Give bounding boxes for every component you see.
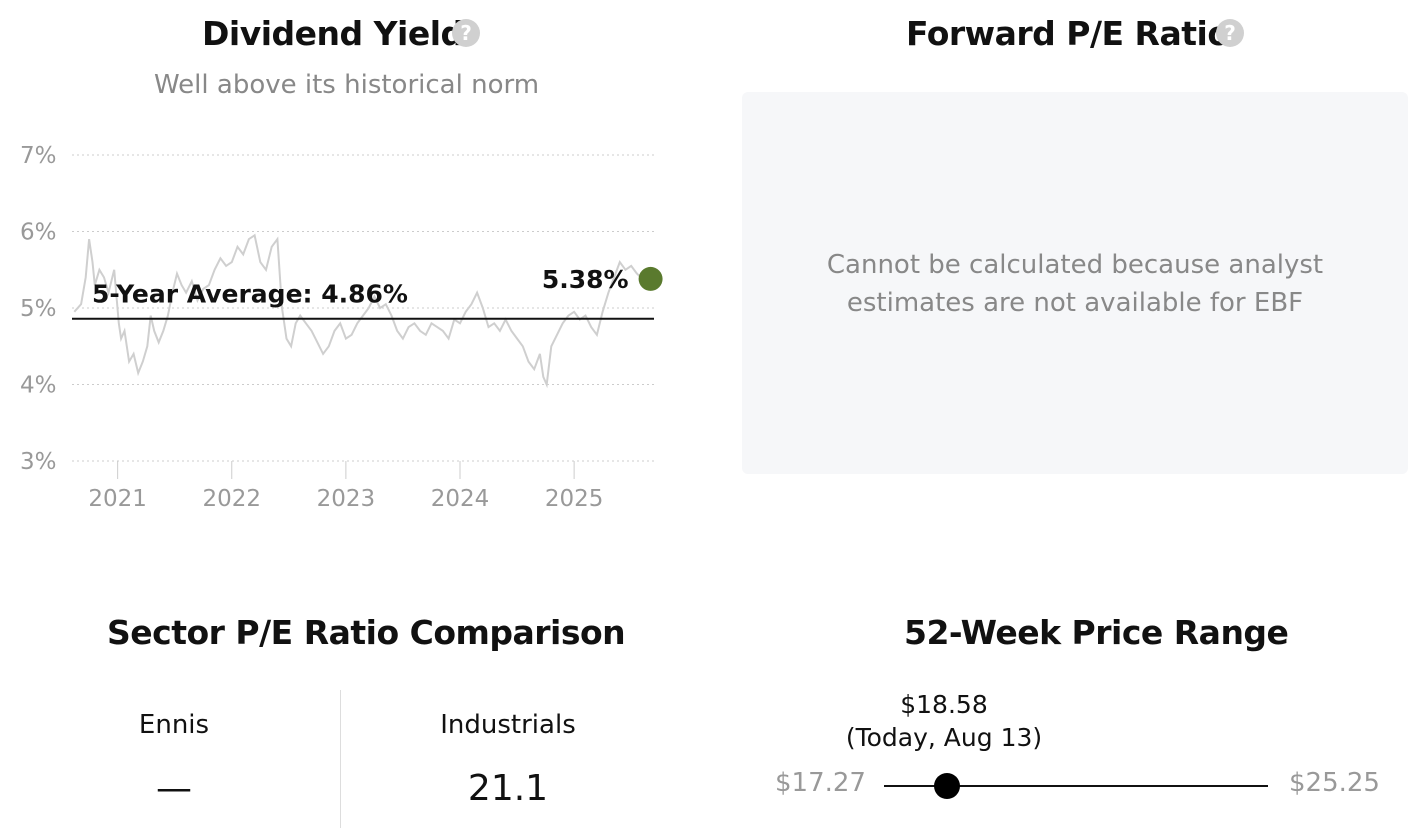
range-track	[884, 785, 1268, 787]
current-price-marker	[933, 773, 960, 799]
current-price-label: $18.58 (Today, Aug 13)	[814, 690, 1074, 752]
sector-column-name: Industrials	[440, 710, 576, 740]
range-low: $17.27	[775, 768, 866, 798]
y-tick-label: 6%	[20, 220, 57, 246]
sector-column-name: Ennis	[138, 710, 210, 740]
y-tick-label: 5%	[20, 296, 57, 322]
x-tick-label: 2025	[545, 486, 604, 512]
dividend-yield-subtitle: Well above its historical norm	[154, 70, 540, 100]
x-tick-label: 2022	[202, 486, 261, 512]
current-price: $18.58	[900, 690, 988, 719]
yield-history-line	[73, 233, 644, 389]
y-tick-label: 7%	[20, 143, 57, 169]
sector-divider	[340, 690, 341, 828]
forward-pe-message-line1: Cannot be calculated because analyst	[826, 250, 1324, 280]
y-tick-label: 4%	[20, 373, 57, 399]
sector-column-company: Ennis —	[74, 710, 274, 809]
sector-pe-title: Sector P/E Ratio Comparison	[107, 613, 626, 652]
dividend-yield-chart: 3% 4% 5% 6% 7% 2021 2022 2023 2024 2025 5-Year A…	[20, 143, 663, 512]
x-tick-label: 2023	[317, 486, 376, 512]
x-tick-label: 2024	[431, 486, 490, 512]
price-range-title: 52-Week Price Range	[904, 613, 1289, 652]
forward-pe-panel: Cannot be calculated because analyst est…	[742, 92, 1408, 474]
dividend-yield-title: Dividend Yield	[202, 14, 464, 53]
help-icon[interactable]: ?	[452, 19, 480, 47]
five-year-average-label: 5-Year Average: 4.86%	[92, 280, 408, 309]
sector-column-value: —	[156, 768, 192, 809]
forward-pe-message: Cannot be calculated because analyst est…	[742, 246, 1408, 322]
help-icon[interactable]: ?	[1216, 19, 1244, 47]
sector-column-value: 21.1	[467, 768, 549, 809]
forward-pe-title: Forward P/E Ratio	[906, 14, 1230, 53]
forward-pe-message-line2: estimates are not available for EBF	[846, 288, 1304, 318]
sector-column-sector: Industrials 21.1	[388, 710, 628, 809]
range-high: $25.25	[1289, 768, 1380, 798]
y-tick-label: 3%	[20, 449, 57, 475]
x-tick-label: 2021	[88, 486, 147, 512]
current-yield-label: 5.38%	[542, 265, 629, 294]
current-yield-dot	[638, 266, 663, 291]
current-price-note: (Today, Aug 13)	[845, 723, 1043, 752]
